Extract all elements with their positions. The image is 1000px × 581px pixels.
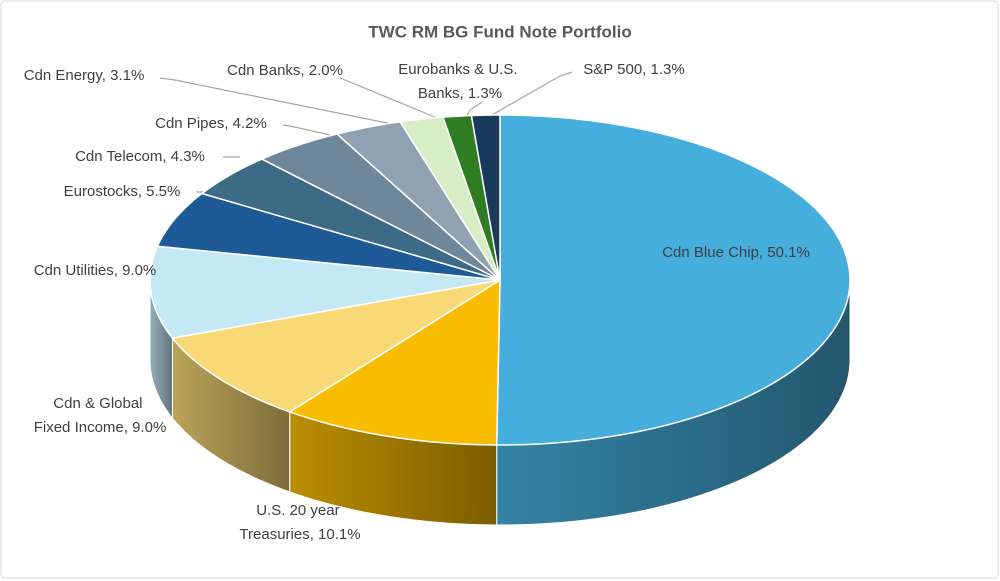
slice [335, 121, 501, 281]
leader-lines [159, 71, 573, 193]
data-label: Eurobanks & U.S. Banks, 1.3% [398, 61, 521, 102]
slice [200, 158, 501, 281]
label-line: Cdn & Global [53, 395, 146, 412]
data-label: Cdn Utilities, 9.0% [34, 262, 157, 279]
slice [441, 114, 501, 281]
slice [470, 114, 501, 281]
leader-line [489, 71, 573, 117]
slice [495, 114, 851, 446]
data-label: U.S. 20 year Treasuries, 10.1% [239, 502, 360, 543]
data-label: Cdn Banks, 2.0% [227, 62, 343, 79]
leader-line [159, 77, 393, 125]
leader-line [465, 101, 483, 118]
data-label: S&P 500, 1.3% [583, 61, 684, 78]
data-label: Cdn Telecom, 4.3% [75, 148, 205, 165]
label-line: U.S. 20 year [256, 502, 344, 519]
data-label: Cdn Pipes, 4.2% [155, 115, 267, 132]
slice [171, 279, 501, 413]
chart-title: TWC RM BG Fund Note Portfolio [368, 22, 631, 41]
label-line: Treasuries, 10.1% [239, 526, 360, 543]
data-label: Cdn Blue Chip, 50.1% [662, 244, 810, 261]
label-line: Eurobanks & U.S. [398, 61, 521, 78]
slice [149, 245, 501, 339]
label-line: Banks, 1.3% [418, 85, 502, 102]
data-label: Cdn Energy, 3.1% [24, 67, 145, 84]
label-line: Fixed Income, 9.0% [34, 419, 167, 436]
slice [287, 278, 501, 446]
slice [398, 116, 501, 281]
slice [260, 133, 501, 281]
leader-line [282, 124, 331, 136]
data-label: Eurostocks, 5.5% [64, 183, 181, 200]
leader-line [339, 77, 438, 119]
data-label: Cdn & Global Fixed Income, 9.0% [34, 395, 167, 436]
slice [156, 192, 501, 281]
